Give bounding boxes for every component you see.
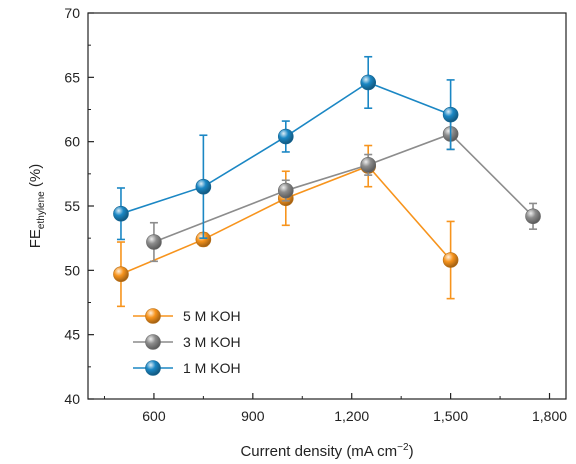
series-layer [113, 55, 541, 308]
y-axis-title-main: FE [27, 229, 44, 248]
legend-marker [145, 360, 161, 376]
axes: 40 45 50 55 60 65 70 600 900 1,200 1,500 1,800 [64, 5, 567, 424]
legend-label: 1 M KOH [183, 360, 241, 376]
y-tick-label: 45 [64, 327, 80, 343]
legend-label: 3 M KOH [183, 334, 241, 350]
data-point [525, 208, 541, 225]
x-tick-label: 900 [241, 408, 265, 424]
x-tick-label: 600 [142, 408, 166, 424]
data-point [360, 157, 377, 173]
legend-item: 5 M KOH [133, 308, 241, 324]
legend-item: 1 M KOH [133, 360, 241, 376]
data-point [442, 106, 459, 123]
x-axis-title-close: ) [409, 443, 414, 460]
data-point [277, 128, 294, 145]
x-tick-label: 1,200 [334, 408, 369, 424]
y-tick-label: 55 [64, 198, 80, 214]
series-5-m-koh [113, 144, 459, 308]
legend: 5 M KOH 3 M KOH 1 M KOH [133, 308, 241, 376]
y-tick-label: 70 [64, 5, 80, 21]
series-1-m-koh [113, 55, 459, 241]
x-tick-label: 1,800 [532, 408, 567, 424]
y-tick-label: 60 [64, 134, 80, 150]
y-axis-title: FEethylene (%) [27, 164, 47, 248]
y-tick-label: 50 [64, 262, 80, 278]
data-point [277, 182, 294, 199]
legend-item: 3 M KOH [133, 334, 241, 350]
legend-marker [145, 334, 161, 350]
data-point [113, 266, 129, 282]
x-axis-title-sup: −2 [397, 442, 409, 453]
y-tick-label: 65 [64, 69, 80, 85]
data-point [146, 234, 162, 250]
y-axis-title-suffix: (%) [27, 164, 44, 192]
y-tick-label: 40 [64, 391, 80, 407]
data-point [360, 74, 377, 91]
y-axis-title-sub: ethylene [36, 191, 47, 229]
legend-label: 5 M KOH [183, 308, 241, 324]
x-axis-title: Current density (mA cm−2) [240, 442, 413, 460]
x-axis-title-main: Current density (mA cm [240, 443, 397, 460]
data-point [442, 252, 459, 268]
data-point [195, 178, 212, 195]
data-point [113, 205, 129, 222]
legend-marker [145, 308, 161, 324]
x-tick-label: 1,500 [433, 408, 468, 424]
